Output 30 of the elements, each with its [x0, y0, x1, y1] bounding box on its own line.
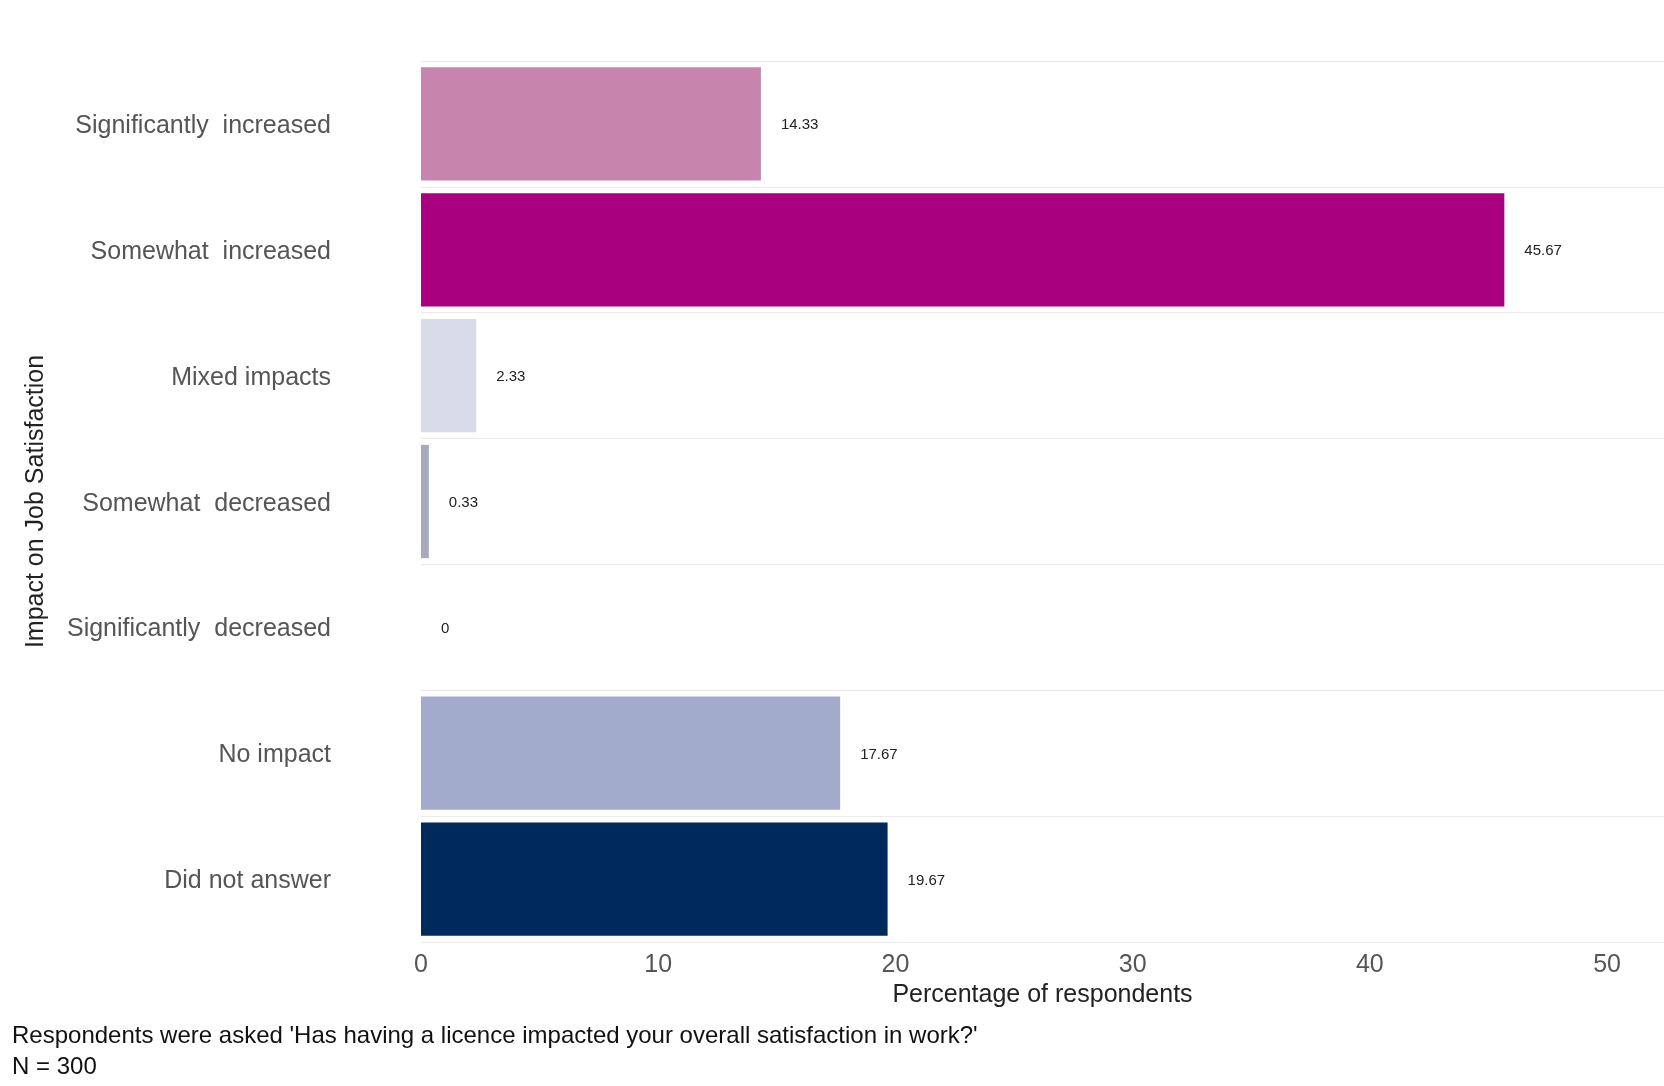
x-tick-label: 0: [414, 948, 428, 977]
bar: [421, 319, 477, 433]
y-tick-label: Somewhat increased: [90, 235, 331, 264]
data-label: 19.67: [907, 870, 946, 888]
data-label: 17.67: [860, 744, 898, 762]
y-tick-label: Mixed impacts: [171, 361, 331, 390]
data-label: 45.67: [1524, 241, 1562, 259]
y-tick-label: Did not answer: [164, 865, 331, 894]
y-tick-label: Significantly decreased: [66, 613, 331, 642]
bar: [421, 696, 841, 810]
x-tick-label: 10: [644, 948, 673, 977]
text: N = 300: [12, 1051, 97, 1079]
bar: [421, 822, 888, 936]
data-label: 0.33: [448, 493, 479, 510]
data-label: 14.33: [780, 115, 819, 133]
y-tick-label: Somewhat decreased: [82, 487, 331, 516]
y-tick-label: Significantly increased: [75, 109, 331, 138]
bar: [421, 444, 429, 559]
text: Respondents were asked 'Has having a licence impacted your overall satisfaction in work?': [12, 1020, 978, 1048]
data-label: 0: [441, 618, 450, 636]
bar: [421, 67, 761, 181]
x-tick-label: 40: [1355, 948, 1384, 977]
y-axis-title: Impact on Job Satisfaction: [19, 354, 48, 649]
x-axis-title: Percentage of respondents: [892, 978, 1193, 1007]
bar: [421, 193, 1505, 307]
x-tick-label: 50: [1593, 948, 1621, 977]
x-tick-label: 30: [1118, 948, 1147, 977]
data-label: 2.33: [496, 367, 526, 385]
y-tick-label: No impact: [218, 739, 332, 768]
x-tick-label: 20: [881, 948, 910, 977]
